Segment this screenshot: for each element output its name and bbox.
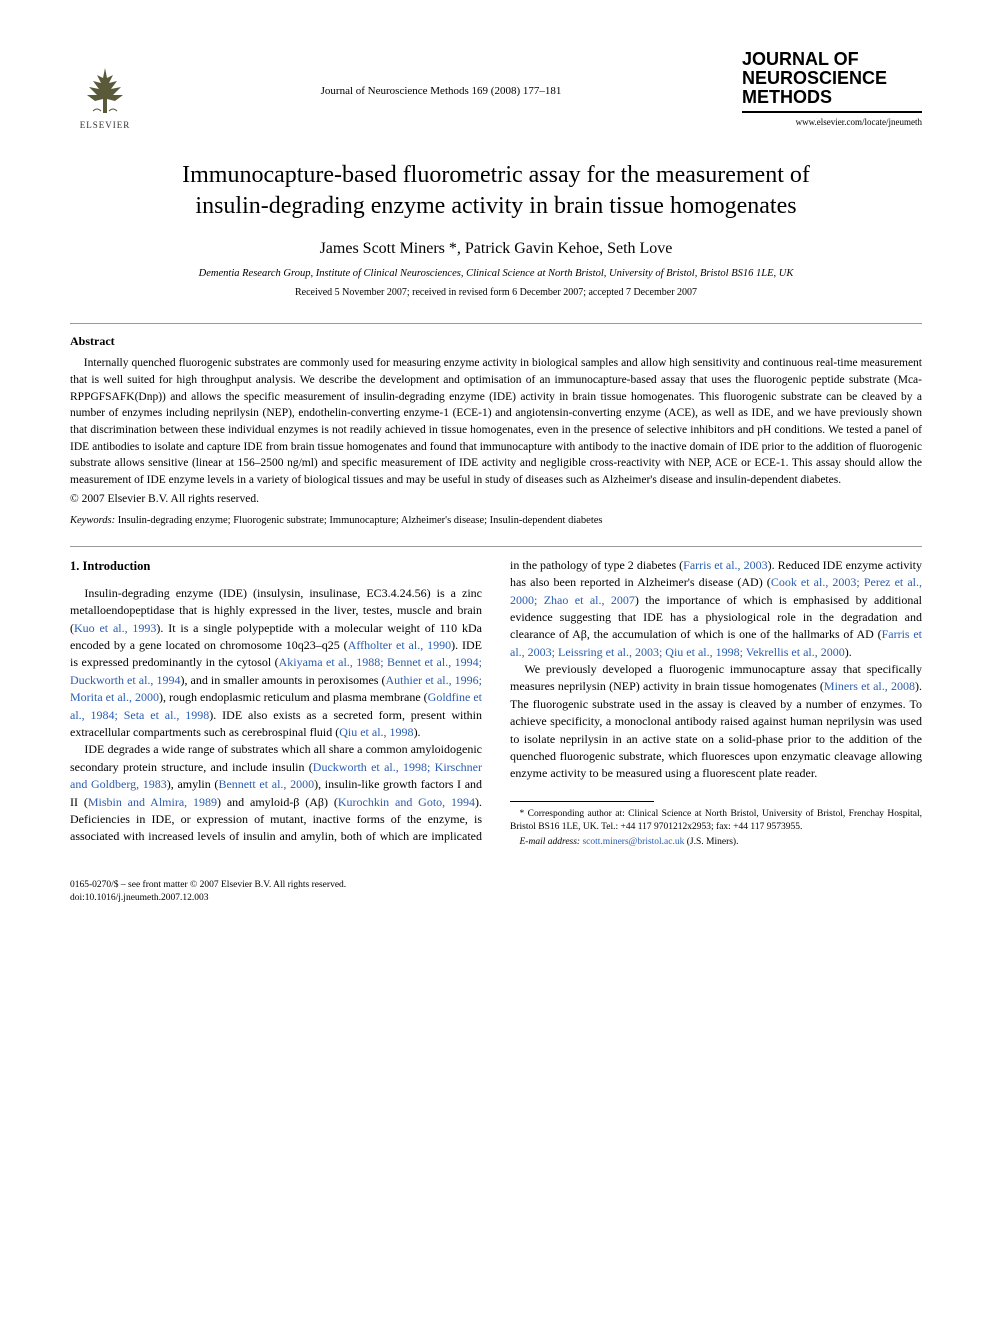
journal-name-line: METHODS xyxy=(742,88,922,107)
body-text: ). xyxy=(845,645,852,659)
body-text: ) and amyloid-β (Aβ) ( xyxy=(217,795,338,809)
title-line: Immunocapture-based fluorometric assay f… xyxy=(182,162,810,188)
page-header: ELSEVIER Journal of Neuroscience Methods… xyxy=(70,50,922,130)
journal-name: JOURNAL OF NEUROSCIENCE METHODS xyxy=(742,50,922,113)
body-text: ), rough endoplasmic reticulum and plasm… xyxy=(159,690,428,704)
corresponding-author-footnote: * Corresponding author at: Clinical Scie… xyxy=(510,808,922,834)
journal-reference: Journal of Neuroscience Methods 169 (200… xyxy=(140,50,742,97)
journal-name-line: NEUROSCIENCE xyxy=(742,69,922,88)
citation-link[interactable]: Bennett et al., 2000 xyxy=(218,777,314,791)
publisher-logo: ELSEVIER xyxy=(70,50,140,130)
body-columns: 1. Introduction Insulin-degrading enzyme… xyxy=(70,557,922,850)
title-line: insulin-degrading enzyme activity in bra… xyxy=(195,193,796,219)
abstract-text: Internally quenched fluorogenic substrat… xyxy=(70,355,922,488)
body-paragraph: Insulin-degrading enzyme (IDE) (insulysi… xyxy=(70,585,482,742)
abstract-heading: Abstract xyxy=(70,334,922,349)
doi-line: doi:10.1016/j.jneumeth.2007.12.003 xyxy=(70,892,922,904)
abstract-copyright: © 2007 Elsevier B.V. All rights reserved… xyxy=(70,493,922,505)
elsevier-tree-icon xyxy=(75,63,135,118)
journal-name-line: JOURNAL OF xyxy=(742,50,922,69)
email-label: E-mail address: xyxy=(520,837,583,847)
footnote-separator xyxy=(510,801,654,802)
divider xyxy=(70,546,922,547)
article-dates: Received 5 November 2007; received in re… xyxy=(70,287,922,298)
journal-url: www.elsevier.com/locate/jneumeth xyxy=(742,117,922,127)
authors: James Scott Miners *, Patrick Gavin Keho… xyxy=(70,240,922,258)
citation-link[interactable]: Qiu et al., 1998 xyxy=(339,725,413,739)
affiliation: Dementia Research Group, Institute of Cl… xyxy=(70,268,922,279)
citation-link[interactable]: Farris et al., 2003 xyxy=(683,558,767,572)
body-text: ), and in smaller amounts in peroxisomes… xyxy=(180,673,385,687)
email-link[interactable]: scott.miners@bristol.ac.uk xyxy=(582,837,684,847)
email-suffix: (J.S. Miners). xyxy=(684,837,738,847)
body-text: ). xyxy=(414,725,421,739)
citation-link[interactable]: Affholter et al., 1990 xyxy=(348,638,451,652)
copyright-line: 0165-0270/$ – see front matter © 2007 El… xyxy=(70,879,922,891)
publisher-name: ELSEVIER xyxy=(80,120,131,130)
journal-title-block: JOURNAL OF NEUROSCIENCE METHODS www.else… xyxy=(742,50,922,127)
body-paragraph: We previously developed a fluorogenic im… xyxy=(510,661,922,783)
citation-link[interactable]: Kurochkin and Goto, 1994 xyxy=(338,795,475,809)
article-title: Immunocapture-based fluorometric assay f… xyxy=(70,160,922,222)
body-text: ). The fluorogenic substrate used in the… xyxy=(510,679,922,780)
section-heading: 1. Introduction xyxy=(70,557,482,575)
divider xyxy=(70,323,922,324)
body-text: ), amylin ( xyxy=(167,777,219,791)
citation-link[interactable]: Miners et al., 2008 xyxy=(824,679,915,693)
keywords: Keywords: Insulin-degrading enzyme; Fluo… xyxy=(70,515,922,526)
citation-link[interactable]: Kuo et al., 1993 xyxy=(74,621,156,635)
page-footer: 0165-0270/$ – see front matter © 2007 El… xyxy=(70,879,922,904)
keywords-label: Keywords: xyxy=(70,515,115,526)
keywords-text: Insulin-degrading enzyme; Fluorogenic su… xyxy=(115,515,602,526)
citation-link[interactable]: Misbin and Almira, 1989 xyxy=(88,795,217,809)
citation-link[interactable]: Goldberg, 1983 xyxy=(91,777,167,791)
email-footnote: E-mail address: scott.miners@bristol.ac.… xyxy=(510,836,922,849)
